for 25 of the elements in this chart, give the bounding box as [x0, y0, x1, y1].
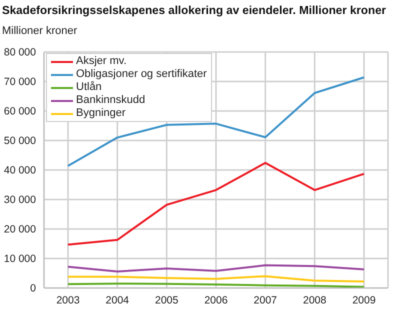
y-tick-label: 80 000	[4, 46, 36, 59]
x-tick-label: 2004	[106, 294, 130, 306]
chart-title: Skadeforsikringsselskapenes allokering av eiendeler. Millioner kroner	[2, 4, 386, 17]
x-tick-label: 2003	[56, 294, 80, 306]
y-tick-label: 20 000	[4, 224, 36, 236]
x-tick-label: 2005	[154, 294, 179, 306]
x-tick-label: 2008	[302, 294, 327, 306]
line-series	[67, 162, 365, 246]
x-tick-label: 2007	[254, 294, 278, 306]
legend-label: Bankinnskudd	[76, 94, 146, 107]
y-tick-label: 70 000	[4, 76, 36, 88]
legend-label: Aksjer mv.	[76, 55, 127, 68]
y-tick-label: 50 000	[4, 135, 36, 148]
y-tick-label: 0	[30, 282, 36, 295]
legend-label: Bygninger	[76, 107, 126, 120]
x-tick-label: 2009	[352, 294, 376, 306]
legend-label: Utlån	[76, 81, 102, 94]
y-tick-label: 30 000	[4, 194, 36, 206]
y-tick-label: 60 000	[4, 106, 36, 118]
y-tick-label: 40 000	[4, 164, 36, 177]
y-tick-label: 10 000	[4, 253, 36, 266]
text: Millioner kroner	[2, 25, 78, 37]
line-series	[67, 264, 365, 272]
x-tick-label: 2006	[204, 294, 228, 306]
legend-label: Obligasjoner og sertifikater	[76, 68, 207, 81]
